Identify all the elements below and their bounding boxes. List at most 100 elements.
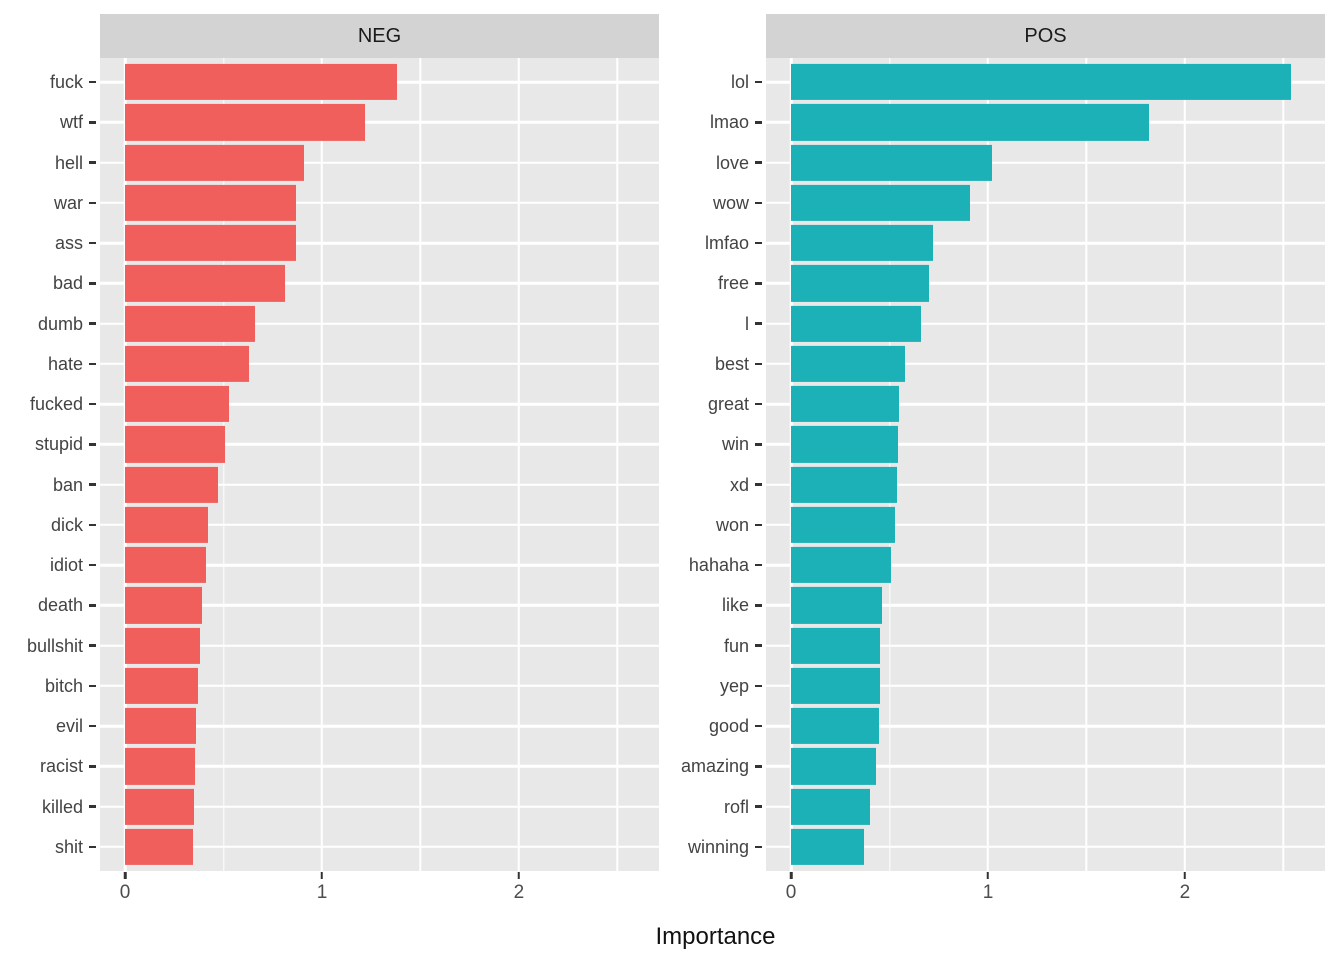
bar-yep xyxy=(791,667,880,704)
y-tick-mark xyxy=(89,604,96,607)
bar-row xyxy=(766,666,1325,706)
x-tick-label: 1 xyxy=(982,882,994,903)
y-tick-label: dumb xyxy=(37,313,83,334)
bar-won xyxy=(791,506,896,543)
y-tick-mark xyxy=(755,282,762,285)
y-tick-label: bad xyxy=(52,273,83,294)
facet-pos: lol lmao love wow lmfao free l best great win xd wo… xyxy=(659,14,1325,871)
x-tick-mark xyxy=(1183,872,1187,879)
facet-container: fuck wtf hell war ass bad dumb hate fucked stupid… xyxy=(4,14,1325,871)
y-tick-mark xyxy=(89,322,96,325)
gridline-major xyxy=(517,58,521,871)
y-tick-row: killed xyxy=(4,787,100,827)
bar-lmao xyxy=(791,104,1150,141)
bar-row xyxy=(766,424,1325,464)
gridline-major xyxy=(123,58,127,871)
y-tick-row: death xyxy=(4,585,100,625)
y-tick-mark xyxy=(89,201,96,205)
bar-row xyxy=(100,827,659,867)
y-tick-row: fuck xyxy=(4,62,100,102)
gridline-category xyxy=(100,161,659,164)
bar-row xyxy=(766,746,1325,786)
bar-row xyxy=(766,505,1325,545)
bar-dumb xyxy=(125,305,255,342)
bar-row xyxy=(100,545,659,585)
y-tick-label: bullshit xyxy=(26,635,83,656)
y-tick-row: yep xyxy=(659,666,766,706)
y-tick-label: hahaha xyxy=(688,555,749,576)
bar-row xyxy=(766,62,1325,102)
y-tick-label: hate xyxy=(47,353,83,374)
y-tick-label: killed xyxy=(41,796,83,817)
y-tick-row: fun xyxy=(659,626,766,666)
gridline-category xyxy=(766,805,1325,808)
gridline-category xyxy=(766,765,1325,768)
gridline-category xyxy=(100,724,659,728)
gridline-category xyxy=(766,523,1325,527)
bar-shit xyxy=(125,828,193,865)
bar-racist xyxy=(125,748,195,785)
bar-row xyxy=(766,465,1325,505)
y-tick-row: l xyxy=(659,304,766,344)
bar-ban xyxy=(125,466,218,503)
bar-killed xyxy=(125,788,194,825)
y-tick-label: good xyxy=(708,716,749,737)
y-axis-labels: lol lmao love wow lmfao free l best great win xd wo… xyxy=(659,14,766,871)
bar-lol xyxy=(791,64,1292,101)
gridline-category xyxy=(100,282,659,285)
y-tick-row: lol xyxy=(659,62,766,102)
y-tick-row: wow xyxy=(659,183,766,223)
y-tick-label: lmfao xyxy=(704,233,749,254)
gridline-category xyxy=(766,604,1325,607)
y-tick-mark xyxy=(89,805,96,808)
gridline-category xyxy=(100,845,659,849)
bar-row xyxy=(100,746,659,786)
bar-wow xyxy=(791,184,971,221)
bar-best xyxy=(791,345,906,382)
y-tick-row: ass xyxy=(4,223,100,263)
y-tick-row: winning xyxy=(659,827,766,867)
bar-lmfao xyxy=(791,225,933,262)
bar-fucked xyxy=(125,386,230,423)
y-tick-label: ban xyxy=(52,474,83,495)
gridline-category xyxy=(766,322,1325,325)
facet-neg: fuck wtf hell war ass bad dumb hate fucked stupid… xyxy=(4,14,659,871)
y-tick-label: win xyxy=(721,434,749,455)
y-tick-mark xyxy=(89,845,96,849)
bar-death xyxy=(125,587,202,624)
y-tick-label: lmao xyxy=(709,112,749,133)
y-tick-label: lol xyxy=(730,72,749,93)
y-tick-row: dumb xyxy=(4,304,100,344)
bar-amazing xyxy=(791,748,876,785)
y-tick-mark xyxy=(755,402,762,406)
y-tick-label: best xyxy=(714,353,749,374)
y-axis-labels: fuck wtf hell war ass bad dumb hate fucked stupid… xyxy=(4,14,100,871)
bar-row xyxy=(766,183,1325,223)
gridline-major xyxy=(789,58,793,871)
bar-row xyxy=(100,223,659,263)
gridline-category xyxy=(766,443,1325,446)
bar-row xyxy=(766,102,1325,142)
bar-row xyxy=(100,384,659,424)
plot-panel xyxy=(766,58,1325,871)
gridline-category xyxy=(766,684,1325,688)
y-tick-mark xyxy=(755,241,762,245)
bar-hahaha xyxy=(791,547,892,584)
y-tick-row: racist xyxy=(4,746,100,786)
bar-row xyxy=(100,424,659,464)
bar-row xyxy=(766,787,1325,827)
gridline-category xyxy=(766,282,1325,285)
gridline-category xyxy=(100,765,659,768)
y-tick-mark xyxy=(755,523,762,527)
bar-row xyxy=(766,626,1325,666)
gridline-category xyxy=(766,362,1325,366)
gridline-category xyxy=(100,201,659,205)
y-tick-label: xd xyxy=(729,474,749,495)
y-tick-mark xyxy=(755,724,762,728)
y-tick-mark xyxy=(755,322,762,325)
bar-row xyxy=(100,585,659,625)
bar-winning xyxy=(791,828,864,865)
gridline-category xyxy=(100,362,659,366)
y-tick-row: love xyxy=(659,143,766,183)
gridline-category xyxy=(100,483,659,486)
